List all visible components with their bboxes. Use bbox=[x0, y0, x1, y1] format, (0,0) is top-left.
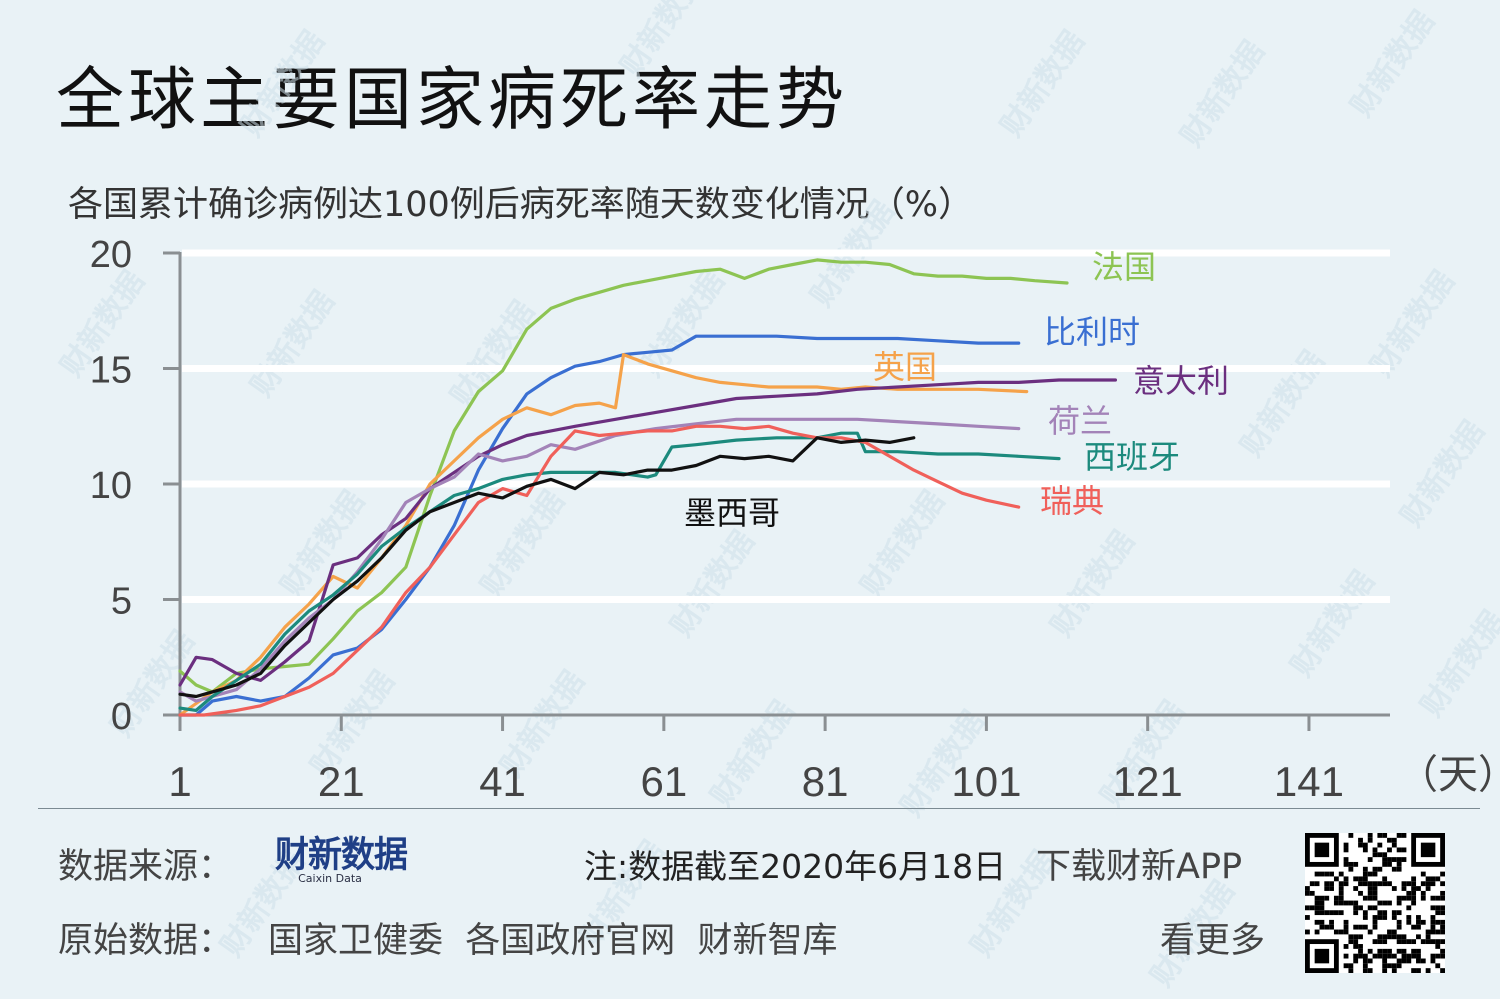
series-label: 比利时 bbox=[1044, 313, 1140, 351]
page-title: 全球主要国家病死率走势 bbox=[56, 61, 849, 140]
x-axis-unit: （天） bbox=[1398, 752, 1500, 798]
logo-en-text: Caixin Data bbox=[298, 872, 362, 885]
x-tick-label: 1 bbox=[168, 758, 191, 805]
series-line-法国 bbox=[178, 258, 1069, 694]
y-tick-label: 0 bbox=[111, 696, 132, 738]
series-line-墨西哥 bbox=[178, 436, 916, 699]
series-line-瑞典 bbox=[178, 424, 1021, 717]
y-tick-label: 20 bbox=[90, 234, 132, 276]
series-label: 英国 bbox=[873, 348, 937, 386]
series-label: 荷兰 bbox=[1048, 402, 1112, 440]
see-more-text: 看更多 bbox=[1160, 921, 1266, 961]
chart-subtitle: 各国累计确诊病例达100例后病死率随天数变化情况（%） bbox=[68, 185, 974, 225]
series-label: 意大利 bbox=[1133, 362, 1229, 400]
series-line-荷兰 bbox=[178, 417, 1021, 703]
qr-code[interactable] bbox=[1303, 833, 1447, 973]
gridlines bbox=[182, 249, 1390, 603]
x-tick-label: 101 bbox=[951, 758, 1021, 805]
raw-data-label: 原始数据： bbox=[58, 921, 234, 961]
x-tick-label: 121 bbox=[1113, 758, 1183, 805]
series-label: 瑞典 bbox=[1040, 482, 1104, 520]
data-note: 注:数据截至2020年6月18日 bbox=[584, 847, 1007, 886]
x-tick-label: 81 bbox=[802, 758, 849, 805]
series-line-英国 bbox=[178, 353, 1029, 717]
x-tick-label: 61 bbox=[640, 758, 687, 805]
series-label: 法国 bbox=[1092, 248, 1156, 286]
x-tick-label: 141 bbox=[1274, 758, 1344, 805]
y-tick-label: 15 bbox=[90, 350, 132, 392]
series-line-意大利 bbox=[178, 378, 1118, 687]
y-tick-label: 5 bbox=[111, 581, 132, 623]
source-label: 数据来源： bbox=[58, 847, 234, 887]
x-tick-label: 21 bbox=[318, 758, 365, 805]
series-label: 西班牙 bbox=[1084, 438, 1180, 476]
logo-cn-text: 财新数据 bbox=[275, 834, 408, 876]
series-line-比利时 bbox=[178, 334, 1021, 717]
footer-divider bbox=[38, 808, 1480, 809]
raw-data-sources: 国家卫健委 各国政府官网 财新智库 bbox=[268, 921, 838, 961]
x-tick-label: 41 bbox=[479, 758, 526, 805]
caixin-data-logo: 财新数据 Caixin Data bbox=[275, 834, 425, 890]
download-app-text: 下载财新APP bbox=[1036, 847, 1243, 887]
series-label: 墨西哥 bbox=[684, 494, 780, 532]
y-tick-label: 10 bbox=[90, 465, 132, 507]
series-lines bbox=[178, 258, 1118, 717]
